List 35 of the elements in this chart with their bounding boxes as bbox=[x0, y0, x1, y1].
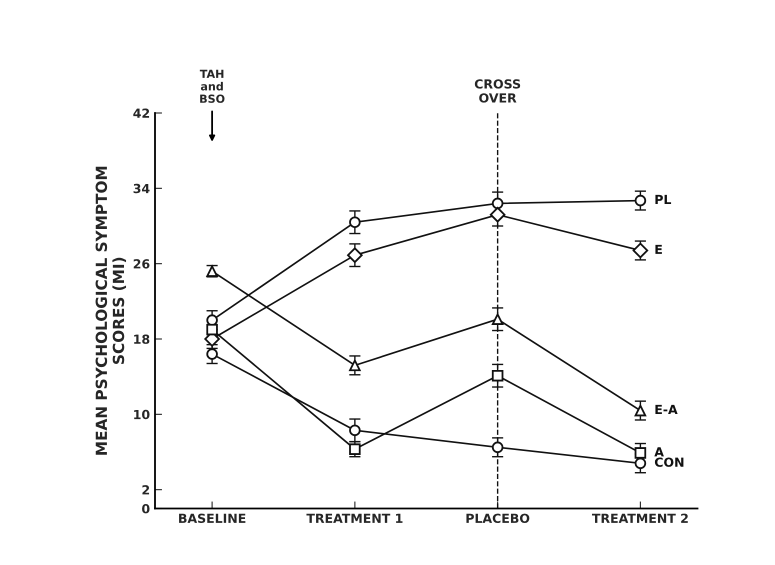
x-tick-label: TREATMENT 2 bbox=[592, 514, 688, 523]
y-tick-label: 0 bbox=[142, 504, 150, 514]
x-tick-label: TREATMENT 1 bbox=[306, 514, 402, 523]
point bbox=[206, 324, 218, 336]
series-label: E bbox=[655, 244, 662, 254]
y-tick-label: 26 bbox=[134, 259, 150, 269]
y-tick-label: 42 bbox=[133, 108, 150, 118]
point bbox=[492, 198, 504, 210]
point bbox=[490, 206, 506, 222]
point bbox=[492, 370, 504, 382]
point bbox=[634, 458, 646, 470]
point bbox=[492, 442, 504, 454]
point bbox=[634, 404, 646, 416]
text: TAH and BSO bbox=[200, 70, 225, 103]
point bbox=[349, 360, 361, 372]
series-label: PL bbox=[655, 194, 672, 204]
y-axis-title: MEAN PSYCHOLOGICAL SYMPTOM SCORES (MI) bbox=[96, 166, 126, 455]
point bbox=[349, 216, 361, 228]
y-tick-label: 34 bbox=[134, 184, 150, 194]
x-tick-label: BASELINE bbox=[179, 514, 246, 524]
y-tick-label: 10 bbox=[134, 410, 150, 420]
x-tick-label: PLACEBO bbox=[466, 514, 530, 524]
point bbox=[632, 242, 648, 258]
point bbox=[206, 348, 218, 360]
point bbox=[634, 447, 646, 459]
point bbox=[492, 313, 504, 325]
y-tick-label: 2 bbox=[142, 485, 150, 494]
series-label: CON bbox=[654, 457, 684, 467]
point bbox=[347, 247, 363, 263]
y-tick-label: 18 bbox=[134, 334, 150, 344]
point bbox=[634, 194, 646, 206]
series-label: A bbox=[654, 447, 664, 456]
ref-line-label: CROSS OVER bbox=[474, 79, 520, 103]
series-label: E-A bbox=[655, 404, 678, 414]
point bbox=[349, 424, 361, 436]
